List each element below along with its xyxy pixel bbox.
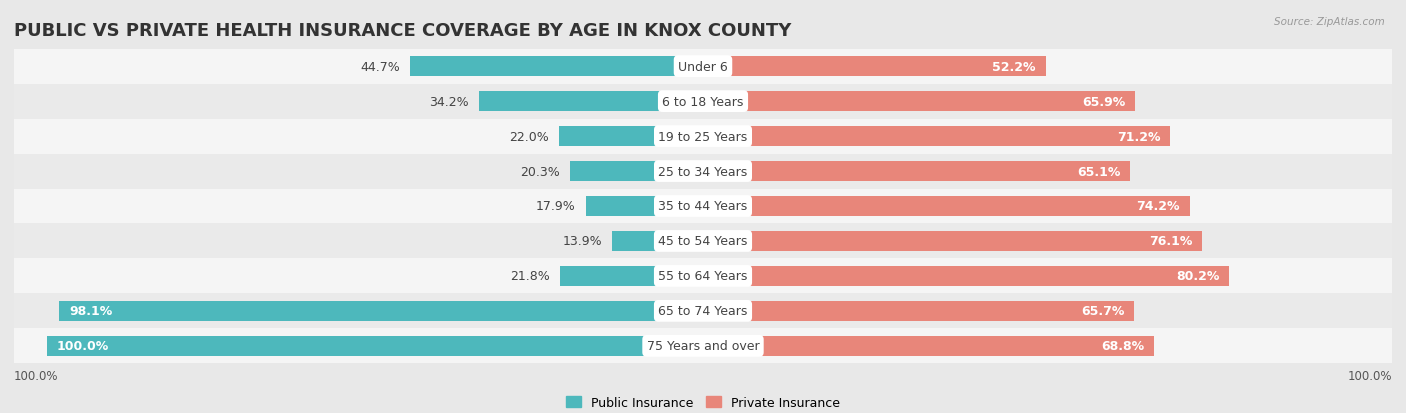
Bar xyxy=(14,294,1392,329)
Text: 25 to 34 Years: 25 to 34 Years xyxy=(658,165,748,178)
Text: 74.2%: 74.2% xyxy=(1136,200,1180,213)
Text: 22.0%: 22.0% xyxy=(509,130,548,143)
Text: 100.0%: 100.0% xyxy=(56,339,108,352)
Text: 76.1%: 76.1% xyxy=(1149,235,1192,248)
Bar xyxy=(14,224,1392,259)
Text: PUBLIC VS PRIVATE HEALTH INSURANCE COVERAGE BY AGE IN KNOX COUNTY: PUBLIC VS PRIVATE HEALTH INSURANCE COVER… xyxy=(14,22,792,40)
Text: 68.8%: 68.8% xyxy=(1101,339,1144,352)
Text: 71.2%: 71.2% xyxy=(1116,130,1160,143)
Text: 65 to 74 Years: 65 to 74 Years xyxy=(658,305,748,318)
Text: 65.7%: 65.7% xyxy=(1081,305,1125,318)
Text: 45 to 54 Years: 45 to 54 Years xyxy=(658,235,748,248)
Text: 35 to 44 Years: 35 to 44 Years xyxy=(658,200,748,213)
Bar xyxy=(703,266,1229,286)
Text: 65.9%: 65.9% xyxy=(1083,95,1126,108)
Text: 17.9%: 17.9% xyxy=(536,200,575,213)
Bar xyxy=(409,57,703,77)
Text: 100.0%: 100.0% xyxy=(14,369,59,382)
Text: 65.1%: 65.1% xyxy=(1077,165,1121,178)
Bar xyxy=(14,154,1392,189)
Text: 13.9%: 13.9% xyxy=(562,235,602,248)
Bar xyxy=(14,50,1392,84)
Bar xyxy=(569,161,703,182)
Bar xyxy=(59,301,703,321)
Legend: Public Insurance, Private Insurance: Public Insurance, Private Insurance xyxy=(561,391,845,413)
Text: 34.2%: 34.2% xyxy=(429,95,468,108)
Bar xyxy=(612,231,703,252)
Bar xyxy=(560,266,703,286)
Bar xyxy=(703,197,1189,216)
Bar xyxy=(703,57,1046,77)
Bar xyxy=(703,231,1202,252)
Text: 75 Years and over: 75 Years and over xyxy=(647,339,759,352)
Bar xyxy=(703,301,1135,321)
Bar xyxy=(14,119,1392,154)
Text: 21.8%: 21.8% xyxy=(510,270,550,283)
Text: Under 6: Under 6 xyxy=(678,61,728,74)
Bar xyxy=(703,92,1136,112)
Text: 19 to 25 Years: 19 to 25 Years xyxy=(658,130,748,143)
Text: 98.1%: 98.1% xyxy=(69,305,112,318)
Text: 55 to 64 Years: 55 to 64 Years xyxy=(658,270,748,283)
Bar xyxy=(703,336,1154,356)
Text: 80.2%: 80.2% xyxy=(1175,270,1219,283)
Bar xyxy=(46,336,703,356)
Text: 100.0%: 100.0% xyxy=(1347,369,1392,382)
Bar xyxy=(585,197,703,216)
Bar xyxy=(558,127,703,147)
Bar xyxy=(14,329,1392,363)
Bar xyxy=(14,189,1392,224)
Bar xyxy=(14,84,1392,119)
Bar xyxy=(14,259,1392,294)
Text: Source: ZipAtlas.com: Source: ZipAtlas.com xyxy=(1274,17,1385,26)
Bar xyxy=(703,161,1130,182)
Text: 20.3%: 20.3% xyxy=(520,165,560,178)
Bar xyxy=(703,127,1170,147)
Text: 44.7%: 44.7% xyxy=(360,61,399,74)
Bar xyxy=(478,92,703,112)
Text: 6 to 18 Years: 6 to 18 Years xyxy=(662,95,744,108)
Text: 52.2%: 52.2% xyxy=(993,61,1036,74)
